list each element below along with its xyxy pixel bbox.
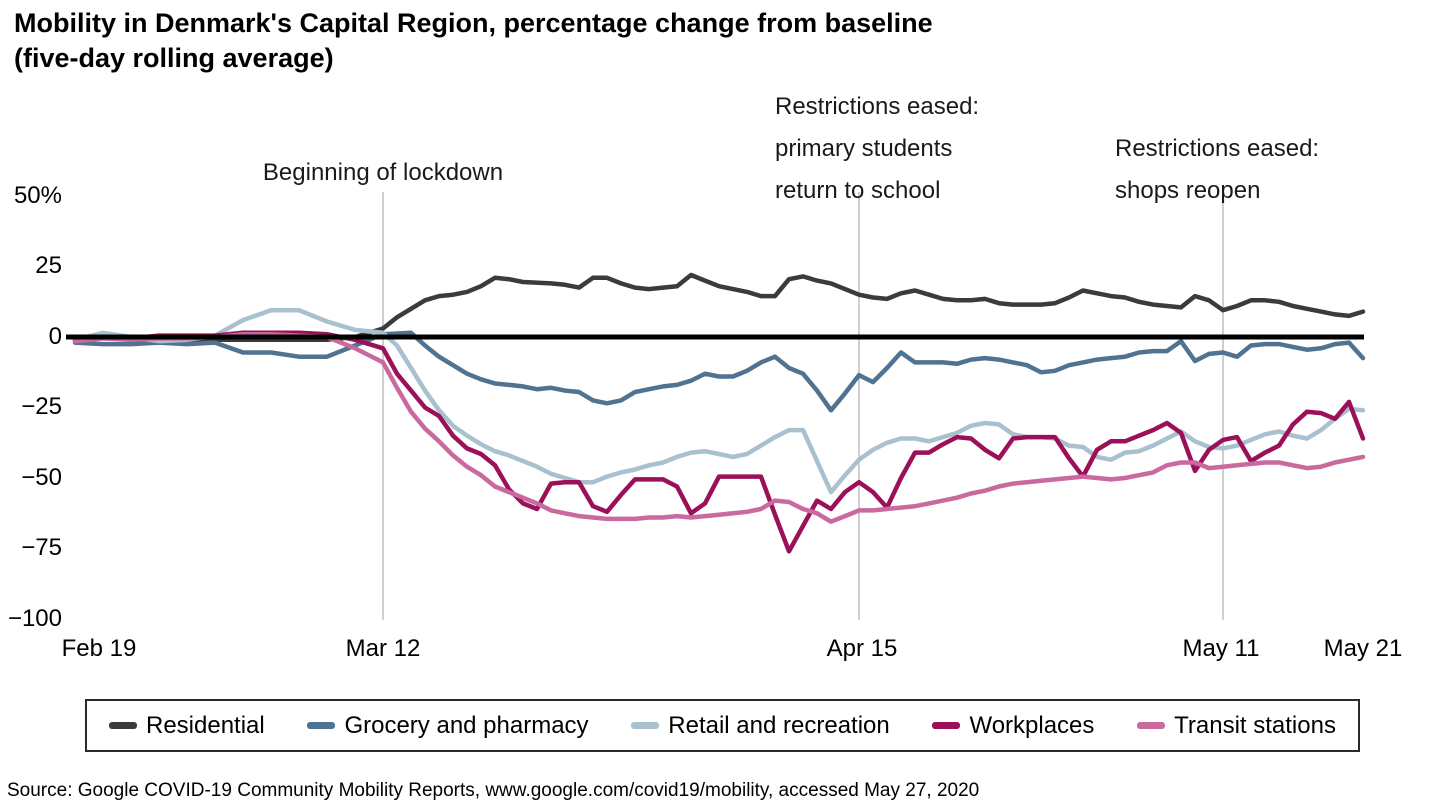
y-axis-tick-0: 0 xyxy=(48,323,62,350)
x-axis-tick-feb19: Feb 19 xyxy=(61,635,137,662)
series-line-transit-stations xyxy=(72,331,1366,524)
title-line-2: (five-day rolling average) xyxy=(14,43,334,73)
legend-item-transit: Transit stations xyxy=(1137,712,1336,740)
x-axis-tick-may11: May 11 xyxy=(1182,635,1260,662)
x-axis-tick-may21: May 21 xyxy=(1323,635,1403,662)
retail-line-swatch xyxy=(631,722,660,729)
x-axis-tick-mar12: Mar 12 xyxy=(345,635,421,662)
residential-line-swatch xyxy=(109,722,137,729)
y-axis-tick-m100: −100 xyxy=(7,605,62,632)
legend-item-workplaces: Workplaces xyxy=(932,712,1094,740)
legend: Residential Grocery and pharmacy Retail … xyxy=(85,699,1360,752)
annotation-beginning-of-lockdown: Beginning of lockdown xyxy=(262,159,504,186)
y-axis-tick-m50: −50 xyxy=(21,464,62,491)
legend-item-residential: Residential xyxy=(109,712,265,740)
y-axis-tick-m25: −25 xyxy=(21,393,62,420)
y-axis-tick-25: 25 xyxy=(35,252,62,279)
title-line-1: Mobility in Denmark's Capital Region, pe… xyxy=(14,8,933,38)
y-axis-tick-50: 50% xyxy=(13,182,62,209)
x-axis-tick-apr15: Apr 15 xyxy=(826,635,898,662)
legend-item-retail: Retail and recreation xyxy=(631,712,890,740)
series-line-retail-and-recreation xyxy=(72,307,1366,495)
series-line-grocery-and-pharmacy xyxy=(72,330,1366,413)
annotation-students-return: Restrictions eased: primary students ret… xyxy=(775,93,980,204)
annotation-shops-reopen: Restrictions eased: shops reopen xyxy=(1115,135,1320,204)
series-line-residential xyxy=(72,272,1366,343)
source-citation: Source: Google COVID-19 Community Mobili… xyxy=(7,780,980,801)
grocery-line-swatch xyxy=(307,722,336,729)
series-line-workplaces xyxy=(72,330,1366,554)
transit-line-swatch xyxy=(1137,722,1166,729)
y-axis-tick-m75: −75 xyxy=(21,534,62,561)
legend-item-grocery: Grocery and pharmacy xyxy=(307,712,589,740)
page-title: Mobility in Denmark's Capital Region, pe… xyxy=(14,6,933,76)
workplaces-line-swatch xyxy=(932,722,961,729)
